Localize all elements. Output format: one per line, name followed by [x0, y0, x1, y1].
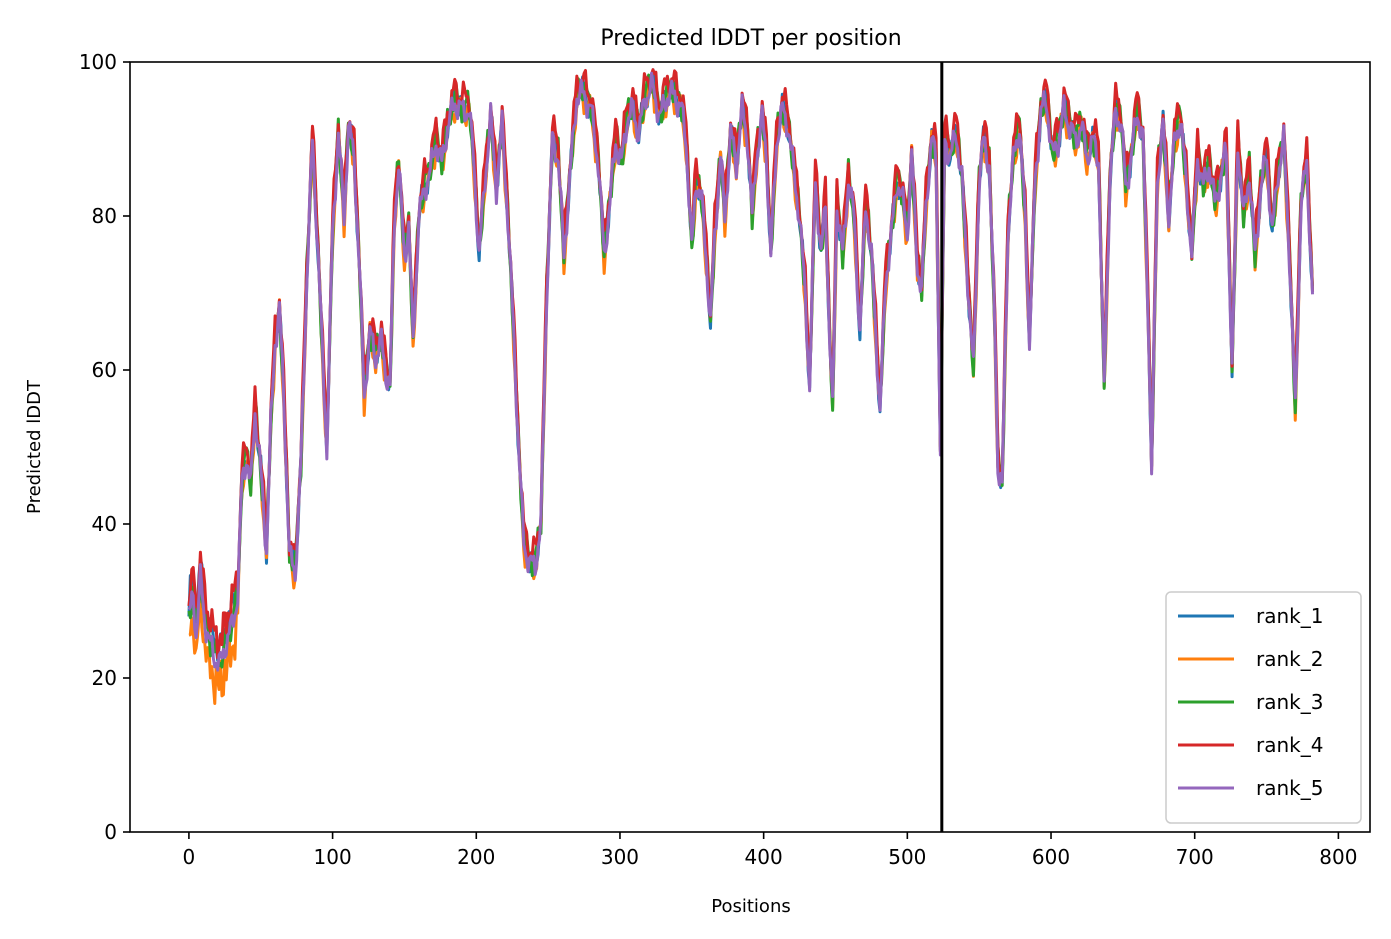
x-tick-label: 0 [183, 845, 196, 869]
series-line-rank_5 [187, 71, 1315, 672]
axes: 0 100 200 300 400 500 600 700 800 0 20 40 60 80 100 [79, 50, 1371, 869]
x-tick-label: 200 [457, 845, 495, 869]
chart-title: Predicted lDDT per position [600, 26, 901, 51]
x-tick-label: 300 [601, 845, 639, 869]
legend-label-rank_3: rank_3 [1256, 690, 1323, 714]
x-axis-label: Positions [711, 896, 790, 917]
plot-area [187, 62, 1315, 832]
legend-label-rank_5: rank_5 [1256, 776, 1323, 800]
x-tick-label: 100 [314, 845, 352, 869]
x-tick-label: 500 [888, 845, 926, 869]
y-tick-label: 20 [92, 666, 117, 690]
y-tick-label: 0 [104, 820, 117, 844]
y-axis-label: Predicted lDDT [24, 379, 45, 514]
y-tick-label: 40 [92, 512, 117, 536]
y-tick-label: 80 [92, 204, 117, 228]
y-tick-label: 100 [79, 50, 117, 74]
legend-label-rank_2: rank_2 [1256, 647, 1323, 671]
x-tick-label: 400 [745, 845, 783, 869]
x-tick-label: 700 [1176, 845, 1214, 869]
legend-label-rank_1: rank_1 [1256, 604, 1323, 628]
x-tick-label: 800 [1319, 845, 1357, 869]
legend-box [1165, 591, 1362, 824]
axes-frame [129, 61, 1371, 833]
legend-label-rank_4: rank_4 [1256, 733, 1323, 757]
x-tick-label: 600 [1032, 845, 1070, 869]
y-tick-label: 60 [92, 358, 117, 382]
legend: rank_1 rank_2 rank_3 rank_4 rank_5 [1165, 591, 1362, 824]
